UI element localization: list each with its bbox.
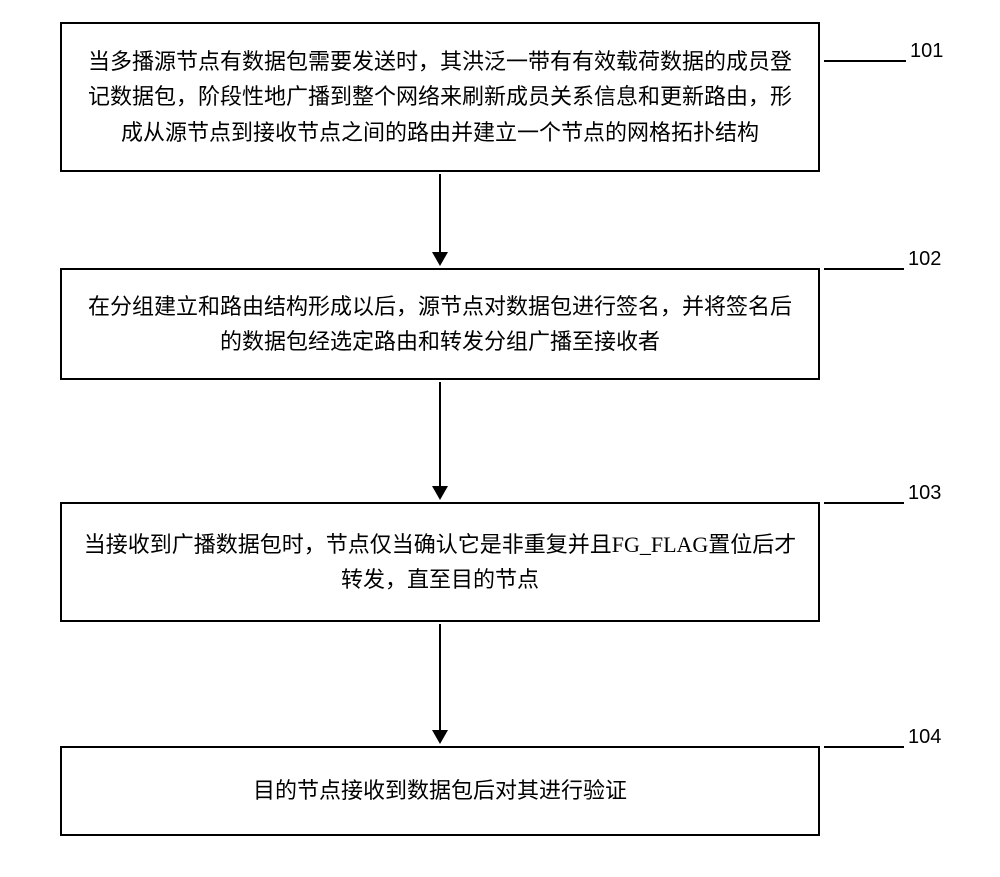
arrow-head-icon	[432, 486, 448, 500]
flow-node-label: 103	[908, 482, 941, 505]
leader-line	[824, 746, 904, 748]
flowchart-container: 当多播源节点有数据包需要发送时，其洪泛一带有有效载荷数据的成员登记数据包，阶段性…	[0, 0, 1000, 877]
flow-node-text: 在分组建立和路由结构形成以后，源节点对数据包进行签名，并将签名后的数据包经选定路…	[82, 289, 798, 359]
flow-node-102: 在分组建立和路由结构形成以后，源节点对数据包进行签名，并将签名后的数据包经选定路…	[60, 268, 820, 380]
leader-line	[824, 502, 904, 504]
arrow-line	[439, 624, 441, 732]
flow-node-label: 104	[908, 726, 941, 749]
flow-node-text: 当接收到广播数据包时，节点仅当确认它是非重复并且FG_FLAG置位后才转发，直至…	[82, 527, 798, 597]
flow-node-text: 目的节点接收到数据包后对其进行验证	[253, 773, 627, 808]
leader-line	[824, 60, 906, 62]
flow-node-text: 当多播源节点有数据包需要发送时，其洪泛一带有有效载荷数据的成员登记数据包，阶段性…	[82, 44, 798, 150]
arrow-line	[439, 174, 441, 254]
arrow-head-icon	[432, 252, 448, 266]
flow-node-101: 当多播源节点有数据包需要发送时，其洪泛一带有有效载荷数据的成员登记数据包，阶段性…	[60, 22, 820, 172]
flow-node-label: 102	[908, 248, 941, 271]
arrow-head-icon	[432, 730, 448, 744]
flow-node-104: 目的节点接收到数据包后对其进行验证	[60, 746, 820, 836]
flow-node-103: 当接收到广播数据包时，节点仅当确认它是非重复并且FG_FLAG置位后才转发，直至…	[60, 502, 820, 622]
flow-node-label: 101	[910, 40, 943, 63]
arrow-line	[439, 382, 441, 488]
leader-line	[824, 268, 904, 270]
